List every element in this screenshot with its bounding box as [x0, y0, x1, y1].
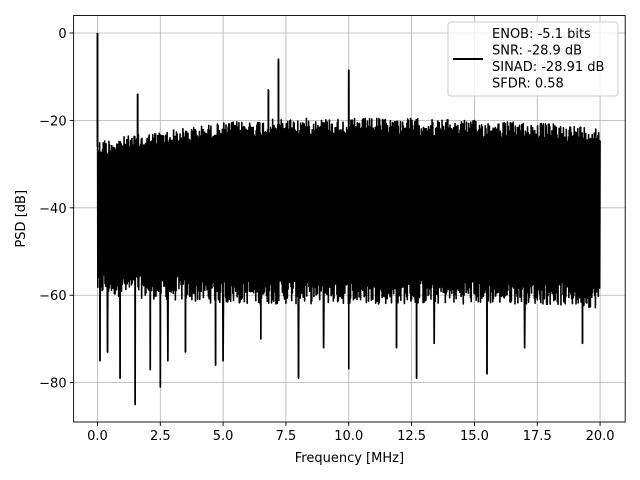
legend-label-line: SINAD: -28.91 dB [492, 60, 604, 75]
legend-label-line: SFDR: 0.58 [492, 77, 564, 92]
legend-box [447, 21, 619, 97]
y-tick-label: −60 [39, 289, 66, 304]
axis-ticks: 0.0 2.5 5.0 7.5 10.0 12.5 15.0 17.5 20.0 0 −20 −40 −… [39, 27, 614, 444]
data-layer [96, 32, 601, 406]
y-tick-label: −80 [39, 377, 66, 392]
x-tick-label: 12.5 [397, 429, 426, 444]
x-axis-label: Frequency [MHz] [295, 451, 404, 466]
plot-frame [73, 15, 626, 423]
x-tick-label: 5.0 [213, 429, 234, 444]
x-tick-label: 7.5 [276, 429, 297, 444]
x-tick-label: 17.5 [523, 429, 552, 444]
legend-label-line: ENOB: -5.1 bits [492, 27, 591, 42]
y-tick-label: −20 [39, 114, 66, 129]
x-tick-label: 20.0 [586, 429, 615, 444]
legend-label-line: SNR: -28.9 dB [492, 44, 582, 59]
legend: ENOB: -5.1 bits SNR: -28.9 dB SINAD: -28.9… [447, 21, 619, 97]
x-tick-label: 2.5 [150, 429, 171, 444]
x-tick-label: 0.0 [87, 429, 108, 444]
y-tick-label: 0 [58, 27, 66, 42]
x-tick-label: 15.0 [460, 429, 489, 444]
y-tick-label: −40 [39, 202, 66, 217]
x-tick-label: 10.0 [334, 429, 363, 444]
legend-label: ENOB: -5.1 bits SNR: -28.9 dB SINAD: -28.9… [492, 27, 604, 92]
y-axis-label: PSD [dB] [14, 190, 29, 248]
